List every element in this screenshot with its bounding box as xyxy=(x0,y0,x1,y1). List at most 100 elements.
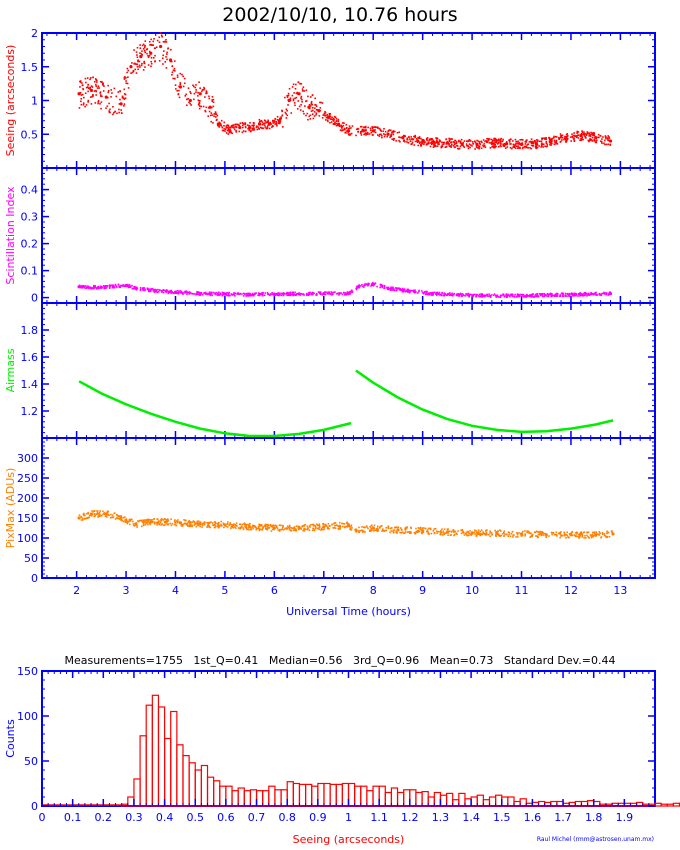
scatter-dot xyxy=(124,284,126,287)
scatter-dot xyxy=(349,292,351,294)
scatter-dot xyxy=(334,522,337,524)
scatter-dot xyxy=(234,295,236,297)
scatter-dot xyxy=(439,533,442,536)
scatter-dot xyxy=(390,289,392,291)
scatter-dot xyxy=(372,527,374,529)
scatter-dot xyxy=(392,530,394,533)
scatter-dot xyxy=(328,112,331,115)
scatter-dot xyxy=(327,115,329,118)
scatter-dot xyxy=(512,293,514,296)
scatter-dot xyxy=(433,141,436,144)
scatter-dot xyxy=(419,526,422,529)
scatter-dot xyxy=(528,531,530,533)
scatter-dot xyxy=(439,140,441,143)
scatter-dot xyxy=(569,532,571,535)
scatter-dot xyxy=(116,513,118,516)
scatter-dot xyxy=(151,521,154,523)
scatter-dot xyxy=(182,75,185,78)
scatter-dot xyxy=(383,286,386,288)
scatter-dot xyxy=(139,519,142,522)
scatter-dot xyxy=(296,108,299,110)
scatter-dot xyxy=(139,286,142,289)
scatter-dot xyxy=(309,118,312,120)
scatter-dot xyxy=(408,136,410,139)
scatter-dot xyxy=(188,291,191,293)
scatter-dot xyxy=(154,60,156,63)
scatter-dot xyxy=(584,135,587,138)
scatter-dot xyxy=(215,291,218,294)
scatter-dot xyxy=(320,529,322,531)
scatter-dot xyxy=(343,526,346,528)
scatter-dot xyxy=(250,528,253,531)
scatter-dot xyxy=(426,139,428,142)
scatter-dot xyxy=(100,80,103,83)
scatter-dot xyxy=(201,526,203,528)
scatter-dot xyxy=(205,293,207,296)
scatter-dot xyxy=(165,56,167,58)
scatter-dot xyxy=(326,113,329,116)
scatter-dot xyxy=(584,291,587,294)
scatter-dot xyxy=(177,292,180,295)
scatter-dot xyxy=(381,529,384,531)
scatter-dot xyxy=(392,531,395,534)
scatter-dot xyxy=(590,291,592,294)
scatter-dot xyxy=(509,143,511,145)
scatter-dot xyxy=(498,533,500,536)
scatter-dot xyxy=(165,67,168,69)
scatter-dot xyxy=(536,535,539,538)
scatter-dot xyxy=(389,135,392,137)
scatter-dot xyxy=(355,128,358,131)
scatter-dot xyxy=(93,90,96,92)
scatter-dot xyxy=(176,289,179,292)
scatter-dot xyxy=(258,128,261,130)
histogram-bar xyxy=(127,796,135,807)
scatter-dot xyxy=(196,291,198,293)
scatter-dot xyxy=(278,524,281,527)
scatter-dot xyxy=(337,120,340,123)
scatter-dot xyxy=(515,296,518,298)
scatter-dot xyxy=(471,294,473,296)
scatter-dot xyxy=(172,77,175,80)
scatter-dot xyxy=(188,520,191,523)
scatter-dot xyxy=(268,122,271,124)
scatter-dot xyxy=(525,296,527,298)
scatter-dot xyxy=(133,525,136,527)
scatter-dot xyxy=(586,534,588,537)
scatter-dot xyxy=(480,140,483,143)
scatter-dot xyxy=(456,144,458,147)
scatter-dot xyxy=(228,126,231,129)
scatter-dot xyxy=(482,139,485,141)
scatter-dot xyxy=(108,287,111,289)
scatter-dot xyxy=(555,142,557,145)
scatter-dot xyxy=(129,523,131,526)
scatter-dot xyxy=(412,289,414,292)
scatter-dot xyxy=(109,108,111,111)
scatter-dot xyxy=(325,116,328,119)
scatter-dot xyxy=(335,120,338,122)
scatter-dot xyxy=(284,111,287,114)
scatter-dot xyxy=(275,525,278,527)
scatter-dot xyxy=(324,110,326,113)
scatter-dot xyxy=(180,521,183,524)
scatter-dot xyxy=(551,533,553,536)
scatter-dot xyxy=(530,141,533,144)
scatter-dot xyxy=(338,528,340,530)
scatter-dot xyxy=(348,523,350,526)
scatter-dot xyxy=(168,290,171,292)
scatter-dot xyxy=(541,137,543,140)
scatter-dot xyxy=(497,530,499,532)
scatter-dot xyxy=(527,295,530,297)
scatter-dot xyxy=(253,524,256,527)
x-tick-label: 0.9 xyxy=(309,811,327,824)
histogram-bar xyxy=(347,782,356,807)
histogram-bar xyxy=(280,789,288,807)
scatter-dot xyxy=(418,289,420,292)
scatter-dot xyxy=(581,532,583,535)
scatter-dot xyxy=(521,294,524,296)
scatter-dot xyxy=(535,142,538,145)
scatter-dot xyxy=(318,524,321,527)
scatter-dot xyxy=(182,523,184,526)
scatter-dot xyxy=(392,130,395,132)
scatter-dot xyxy=(345,123,348,126)
